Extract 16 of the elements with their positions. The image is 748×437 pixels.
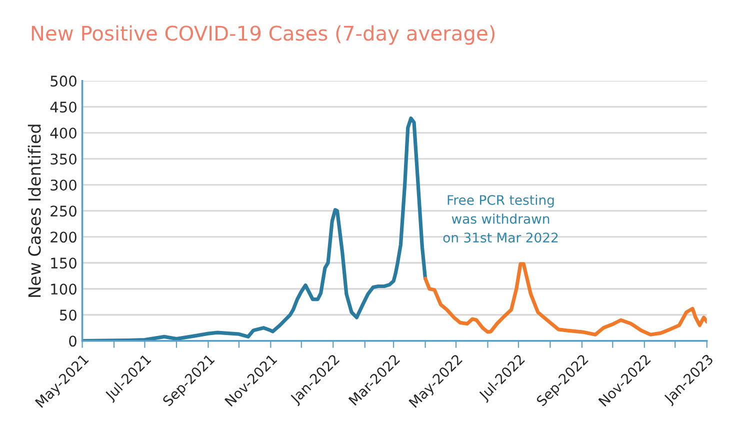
y-tick-label: 0 — [69, 336, 76, 347]
y-tick-label: 350 — [50, 154, 76, 165]
y-tick-label: 500 — [50, 76, 76, 87]
line-series — [82, 116, 428, 341]
y-tick-label: 450 — [50, 102, 76, 113]
y-tick-label: 250 — [50, 206, 76, 217]
y-tick-label: 100 — [51, 284, 76, 295]
y-tick-label: 300 — [50, 180, 76, 191]
y-tick-label: 200 — [50, 232, 76, 243]
line-series — [423, 262, 707, 336]
y-tick-label: 400 — [50, 128, 76, 139]
y-tick-label: 50 — [60, 310, 76, 321]
chart-title: New Positive COVID-19 Cases (7-day average) — [32, 25, 494, 45]
y-tick-label: 150 — [51, 258, 76, 269]
y-axis-title: New Cases Identified — [28, 124, 41, 297]
annotation: Free PCR testing was withdrawn on 31st Mar 2022 — [443, 194, 558, 243]
